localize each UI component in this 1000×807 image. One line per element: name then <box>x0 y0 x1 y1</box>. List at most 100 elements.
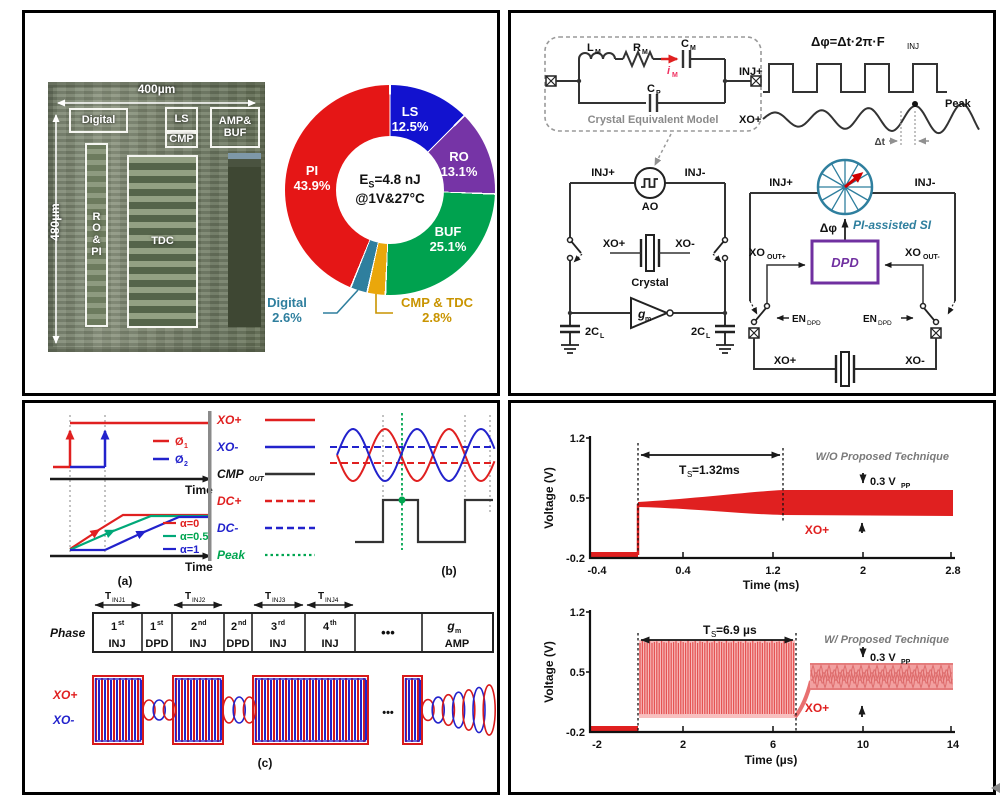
x-tick: 6 <box>770 739 776 751</box>
chip-block-amp-buf: AMP& BUF <box>210 107 260 148</box>
panel-chip-and-power: 400µm 480µm Digital LS CMP AMP& BUF R O & P… <box>22 10 500 396</box>
xo-out-minus-label: XO <box>905 247 921 259</box>
svg-text:INJ: INJ <box>108 638 125 650</box>
pie-label-pi: PI 43.9% <box>293 163 331 193</box>
table-cell: 4 th INJ <box>321 620 338 650</box>
legend-xo-minus: XO- <box>216 440 238 454</box>
cl-left-label: 2C <box>585 326 599 338</box>
terminal-icon <box>930 327 942 339</box>
svg-text:2: 2 <box>184 461 188 468</box>
xo-plus-wave-label: XO+ <box>739 114 761 126</box>
settled-band-texture <box>810 663 953 690</box>
panel-measurement: 1.2 0.5 -0.2 -0.4 0.4 1.2 2 2.8 Time (ms… <box>508 400 996 795</box>
load-cap-right: 2C L <box>691 324 735 354</box>
table-cell: 2 nd DPD <box>226 620 249 650</box>
chip-width-label: 400µm <box>137 82 176 96</box>
crystal-label: Crystal <box>631 277 668 289</box>
svg-text:INJ: INJ <box>269 638 286 650</box>
chip-micrograph: 400µm 480µm Digital LS CMP AMP& BUF R O & P… <box>48 82 265 352</box>
delta-t-guides <box>900 111 916 147</box>
x-axis-label: Time (µs) <box>745 753 798 767</box>
y-tick: -0.2 <box>566 727 585 739</box>
phase-sequence-table: Phase T INJ1 T INJ2 T INJ3 T INJ4 1 st I… <box>50 591 494 653</box>
t-inj1-label: T <box>105 591 111 602</box>
switch-icon <box>566 236 583 263</box>
phase-interpolator-wheel-icon <box>816 158 874 216</box>
svg-text:m: m <box>455 628 461 635</box>
svg-text:PP: PP <box>901 483 911 490</box>
caption-c: (c) <box>258 756 273 770</box>
t-inj4-label: T <box>318 591 324 602</box>
cm-label: C <box>681 38 689 50</box>
alpha1-label: α=1 <box>180 544 199 556</box>
cp-label: C <box>647 83 655 95</box>
oscillation-stripes <box>639 640 795 715</box>
svg-text:S: S <box>711 630 716 639</box>
svg-text:1: 1 <box>184 443 188 450</box>
svg-text:M: M <box>642 49 648 56</box>
svg-text:1: 1 <box>150 621 156 633</box>
chip-block-ro-pi: R O & PI <box>85 143 108 327</box>
xo-minus-sine <box>336 427 496 483</box>
legend-dc-plus: DC+ <box>217 494 241 508</box>
resistor-icon <box>622 49 654 69</box>
time-axis-label: Time <box>185 560 213 574</box>
vpp-label: 0.3 V <box>870 652 896 664</box>
subfig-a: Ø 1 Ø 2 Time α=0 α=0.5 α=1 Time (a) <box>50 415 213 588</box>
svg-text:3: 3 <box>271 621 277 633</box>
osc-inj-minus-label: INJ- <box>685 167 706 179</box>
y-axis-label: Voltage (V) <box>542 641 556 703</box>
xo-envelope <box>638 490 953 516</box>
time-axis-label: Time <box>185 483 213 497</box>
inductor-icon <box>578 52 616 60</box>
pi-xo-minus-label: XO- <box>905 355 925 367</box>
injection-waveforms: Δφ=Δt·2π·F INJ INJ+ XO+ Peak Δt <box>739 34 980 148</box>
xo-plus-sine <box>336 427 496 483</box>
osc-inj-plus-label: INJ+ <box>591 167 615 179</box>
ts-label: T <box>679 463 687 477</box>
pi-xo-plus-label: XO+ <box>774 355 796 367</box>
load-cap-left: 2C L <box>560 324 605 354</box>
phase-pointer-icon <box>844 172 864 189</box>
t-inj2-label: T <box>185 591 191 602</box>
en-dpd-right-label: EN <box>863 314 877 325</box>
table-cell: 2 nd INJ <box>189 620 206 650</box>
svg-text:st: st <box>157 620 164 627</box>
svg-text:OUT+: OUT+ <box>767 254 786 261</box>
svg-text:DPD: DPD <box>878 320 892 327</box>
pie-label-cmp-tdc: CMP & TDC 2.8% <box>401 295 473 325</box>
c-xo-plus-label: XO+ <box>52 688 77 702</box>
svg-text:L: L <box>706 333 711 340</box>
x-tick: 2 <box>680 739 686 751</box>
capacitor-cp-icon <box>648 94 659 112</box>
cmp-tdc-leader-line <box>375 294 393 314</box>
phase-formula: Δφ=Δt·2π·F <box>811 34 885 49</box>
x-axis-label: Time (ms) <box>743 578 799 592</box>
dpd-block <box>810 239 880 285</box>
subfig-b: (b) <box>330 413 496 578</box>
svg-text:M: M <box>690 45 696 52</box>
architecture-drawing: L M R M C M i M C P Crystal Equivalent M… <box>544 34 980 387</box>
delta-t-label: Δt <box>874 137 885 148</box>
switch-icon <box>919 300 956 326</box>
svg-text:DPD: DPD <box>226 638 249 650</box>
pie-label-ro: RO 13.1% <box>440 149 478 179</box>
svg-text:M: M <box>595 49 601 56</box>
gm-label: g <box>637 307 646 321</box>
pi-inj-plus-label: INJ+ <box>769 177 793 189</box>
subfig-c: XO+ XO- ••• (c) <box>52 675 497 770</box>
panel-timing: Ø 1 Ø 2 Time α=0 α=0.5 α=1 Time (a) XO+ … <box>22 400 500 795</box>
svg-text:INJ: INJ <box>321 638 338 650</box>
svg-text:INJ3: INJ3 <box>272 597 286 604</box>
y-tick: 0.5 <box>570 493 585 505</box>
svg-text:PP: PP <box>901 659 911 666</box>
pi-assisted-si-label: PI-assisted SI <box>853 218 932 232</box>
svg-text:g: g <box>446 619 455 633</box>
osc-xo-minus-label: XO- <box>675 238 695 250</box>
switch-icon <box>712 236 729 263</box>
trace-label: XO+ <box>805 701 829 715</box>
svg-text:INJ1: INJ1 <box>112 597 126 604</box>
panel-architecture: L M R M C M i M C P Crystal Equivalent M… <box>508 10 996 396</box>
energy-pie-chart: ES=4.8 nJ @1V&27°C <box>285 85 495 325</box>
axes <box>588 610 955 734</box>
